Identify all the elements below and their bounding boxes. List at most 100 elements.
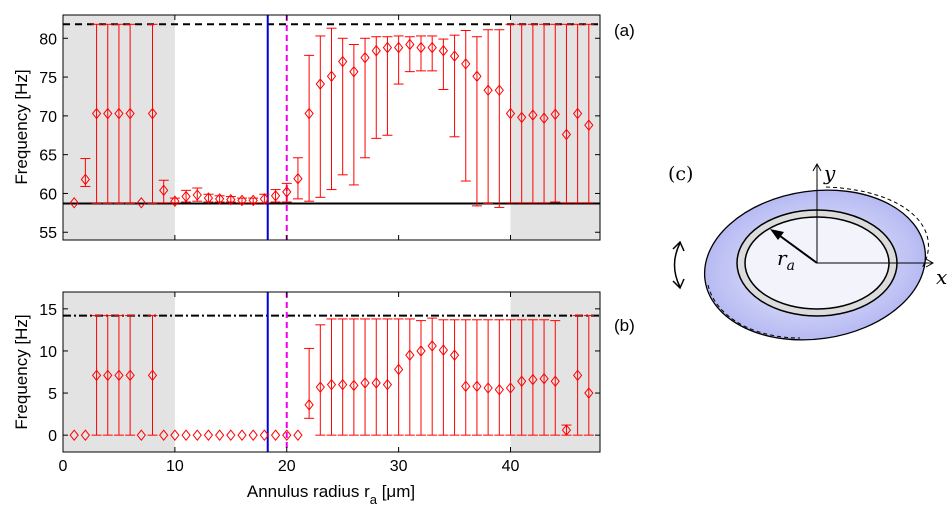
frequency-panel-a: 55 60 65 70 75 80 Frequency [Hz] (a) [12,14,635,242]
data-point [226,193,236,206]
y-arrowhead [812,162,822,172]
data-point [125,369,135,382]
data-point [103,369,113,382]
x-axis-label-unit: [μm] [377,482,415,501]
data-point [539,372,549,385]
data-point [136,196,146,209]
data-point [214,193,225,205]
y-tick-label: 10 [39,344,57,361]
radius-label-sub: a [787,258,795,274]
data-point [237,429,247,441]
data-point [282,429,292,441]
data-point [561,128,572,141]
data-point [114,369,124,382]
data-point [360,51,370,64]
data-point [270,189,281,202]
data-point [416,41,426,54]
data-point [528,373,538,386]
data-point [438,44,449,57]
y-label: y [823,161,836,185]
data-point [192,189,202,201]
data-point [371,44,381,57]
data-point [405,349,415,361]
radius-arrow [775,232,818,264]
data-point [214,429,225,441]
data-point [483,84,493,97]
data-point [159,184,169,197]
data-point [349,379,359,392]
data-point [203,192,214,204]
x-axis-label: Annulus radius ra [μm] [247,482,415,507]
data-point [494,84,504,97]
data-point [293,429,303,441]
y-tick-label: 80 [39,31,57,48]
data-point [483,382,493,394]
panel-label-b: (b) [614,316,635,335]
data-point [136,429,146,441]
data-point [517,111,527,124]
data-point [449,349,460,361]
x-tick-label: 30 [390,458,408,475]
data-point [326,70,337,83]
data-point [517,375,527,388]
data-point [550,375,560,388]
y-tick-label: 0 [48,428,57,445]
data-point [584,119,594,131]
data-point [147,107,158,120]
data-point [449,50,460,62]
y-tick-label: 60 [39,186,57,203]
data-point [438,344,449,356]
data-point [427,41,437,54]
data-point [405,38,415,51]
data-point [259,193,270,205]
data-point [69,196,79,209]
data-point [181,429,191,441]
data-point [248,194,258,207]
ellipse-diagram: (c) x y ra [668,161,947,341]
oscillation-arrowhead-bottom [672,278,685,290]
data-point [505,382,516,394]
data-point [80,173,91,186]
y-tick-label: 70 [39,109,57,126]
frequency-panel-b: 0 5 10 15 0 10 20 30 40 Frequency [Hz] (b) Annul… [12,291,635,507]
x-arrowhead [925,258,935,268]
data-point [360,377,370,389]
data-point [528,109,538,121]
data-point [248,429,258,441]
data-point [226,429,236,441]
data-point [472,380,482,393]
data-point [427,340,437,352]
y-axis-label: Frequency [Hz] [12,69,31,184]
x-tick-label: 40 [502,458,520,475]
data-point [338,55,348,68]
data-point [393,363,404,376]
radius-label: ra [777,246,795,274]
data-point [147,369,158,382]
axes: 0 5 10 15 0 10 20 30 40 [39,292,600,475]
data-point [125,107,135,120]
data-point [393,41,404,54]
data-point [91,107,102,120]
data-point [192,429,202,441]
y-tick-label: 5 [48,386,57,403]
y-tick-label: 75 [39,70,57,87]
data-series [69,315,594,441]
data-point [338,378,348,391]
data-point [494,383,504,396]
data-point [259,429,270,441]
data-point [181,190,191,203]
plot-frame [62,14,601,241]
data-point [461,380,471,393]
data-point [315,78,325,90]
axes: 55 60 65 70 75 80 [39,15,600,242]
data-point [91,369,102,382]
data-point [170,429,180,441]
data-point [170,195,180,208]
data-point [382,41,393,54]
x-tick-label: 0 [59,458,68,475]
y-tick-label: 15 [39,302,57,319]
radius-label-main: r [777,246,788,270]
data-point [550,108,560,121]
x-axis-label-main: Annulus radius r [247,482,370,501]
